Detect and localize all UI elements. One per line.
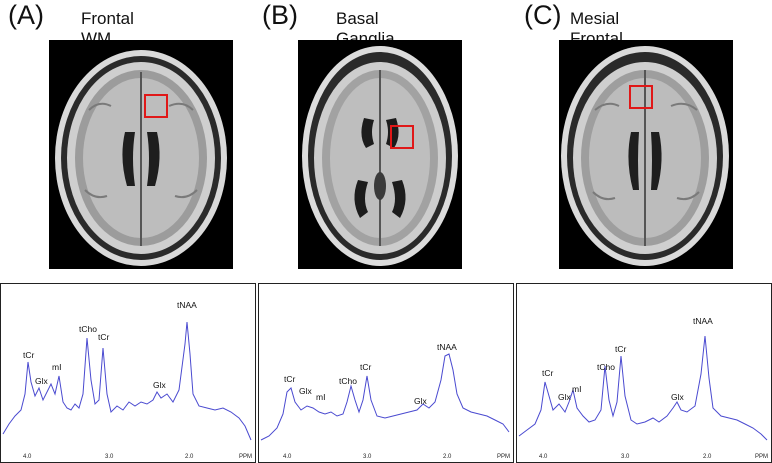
tick-label: 4.0 [539,454,548,460]
tick-label: 3.0 [621,454,630,460]
mri-image-frontal-wm [49,40,233,269]
peak-label: mI [52,362,61,372]
peak-label: tNAA [177,300,197,310]
peak-label: tCho [339,376,357,386]
peak-label: tNAA [693,316,713,326]
peak-label: mI [572,384,581,394]
peak-label: Glx [299,386,313,396]
tick-label: 3.0 [363,454,372,460]
tick-label: 2.0 [185,454,194,460]
roi-box [144,94,168,118]
peak-label: Glx [35,376,49,386]
spectrum-line [260,353,510,441]
mri-image-basal-ganglia [298,40,462,269]
axis-unit: PPM [755,454,768,460]
roi-box [629,85,653,109]
peak-label: Glx [153,380,167,390]
panel-label: (A) [8,0,44,30]
tick-label: 2.0 [703,454,712,460]
peak-label: tNAA [437,342,457,352]
brain-scan-icon [302,46,458,266]
spectrum-mesial-frontal-gm: tCr Glx mI tCho tCr Glx tNAA 4.0 3.0 2.0… [516,283,772,463]
roi-box [390,125,414,149]
tick-label: 3.0 [105,454,114,460]
brain-scan-icon [561,46,729,266]
panel-label: (B) [262,0,298,30]
peak-label: tCr [542,368,554,378]
peak-label: tCr [98,332,110,342]
peak-label: Glx [558,392,572,402]
peak-label: tCho [597,362,615,372]
peak-label: mI [316,392,325,402]
spectrum-frontal-wm: tCr Glx mI tCho tCr Glx tNAA 4.0 3.0 2.0… [0,283,256,463]
spectrum-basal-ganglia: tCr Glx mI tCho tCr Glx tNAA 4.0 3.0 2.0… [258,283,514,463]
axis-unit: PPM [239,454,252,460]
peak-label: tCr [23,350,35,360]
spectrum-line [2,321,252,441]
mri-image-mesial-frontal-gm [559,40,733,269]
panel-label: (C) [524,0,562,30]
peak-label: Glx [671,392,685,402]
spectrum-line [518,335,768,441]
tick-label: 4.0 [283,454,292,460]
axis-unit: PPM [497,454,510,460]
tick-label: 2.0 [443,454,452,460]
brain-scan-icon [55,50,227,266]
tick-label: 4.0 [23,454,32,460]
peak-label: tCho [79,324,97,334]
peak-label: Glx [414,396,428,406]
peak-label: tCr [360,362,372,372]
peak-label: tCr [615,344,627,354]
peak-label: tCr [284,374,296,384]
